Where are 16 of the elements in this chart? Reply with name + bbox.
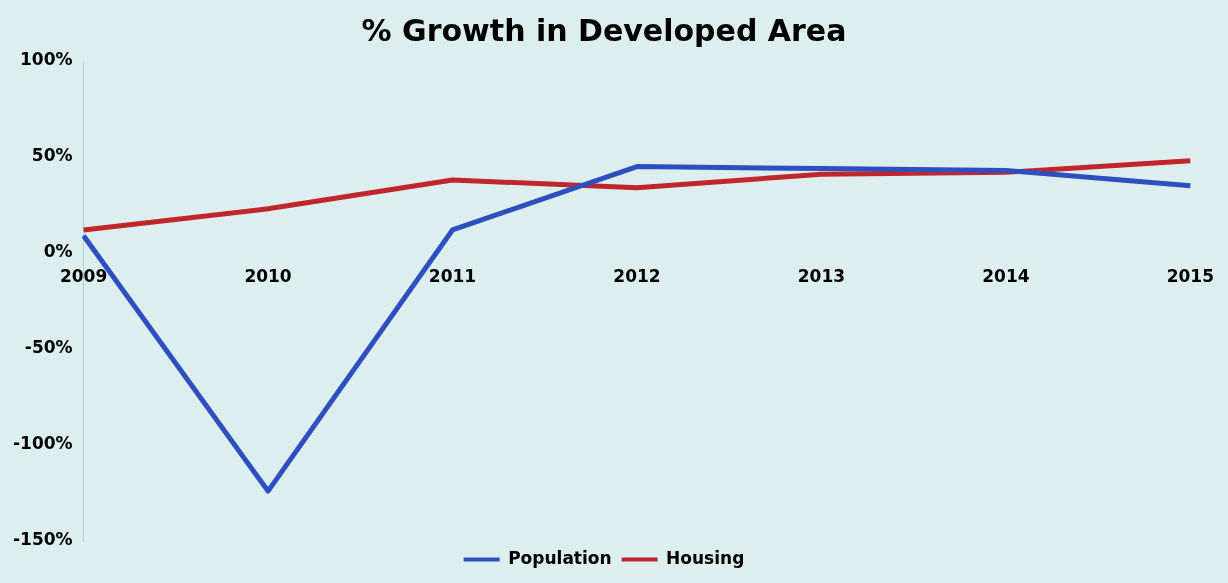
x-tick-label: 2014 — [982, 265, 1030, 286]
y-tick-label: 0% — [43, 241, 73, 262]
legend-label: Population — [508, 547, 612, 568]
y-tick-label: 50% — [31, 145, 73, 166]
x-tick-label: 2009 — [59, 265, 108, 286]
chart-title: % Growth in Developed Area — [361, 12, 847, 48]
x-tick-label: 2011 — [428, 265, 477, 286]
x-tick-label: 2013 — [797, 265, 846, 286]
x-tick-label: 2012 — [613, 265, 661, 286]
y-tick-label: -100% — [13, 433, 73, 454]
y-tick-label: 100% — [20, 49, 73, 70]
y-tick-label: -150% — [13, 529, 73, 550]
x-tick-label: 2010 — [244, 265, 292, 286]
x-tick-label: 2015 — [1166, 265, 1215, 286]
y-tick-label: -50% — [24, 337, 73, 358]
legend-label: Housing — [666, 547, 745, 568]
